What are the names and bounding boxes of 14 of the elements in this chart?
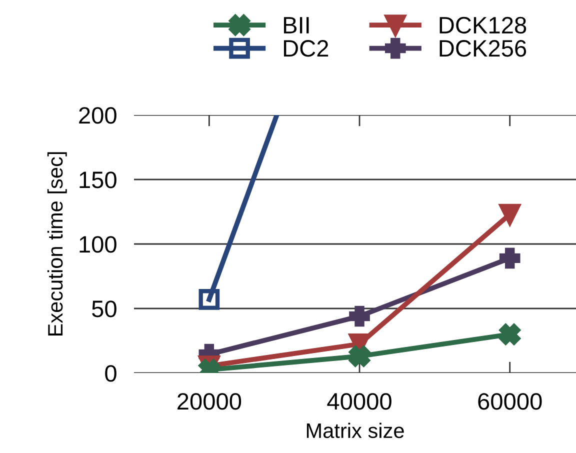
x-tick-label: 60000 [478, 393, 542, 410]
y-axis-title: Execution time [sec] [47, 152, 67, 336]
legend-label: DC2 [284, 40, 328, 57]
legend-label: DCK128 [440, 16, 526, 34]
y-tick-label: 0 [105, 365, 116, 382]
x-tick-label: 40000 [327, 393, 392, 410]
y-tick-label: 100 [80, 236, 116, 253]
x-tick-label: 20000 [178, 393, 242, 410]
x-axis-title: Matrix size [306, 422, 404, 438]
y-tick-label: 200 [79, 107, 116, 124]
legend-label: DCK256 [440, 40, 526, 57]
y-tick-label: 50 [92, 300, 116, 318]
y-tick-label: 150 [80, 172, 116, 188]
legend-label: BII [284, 17, 309, 34]
